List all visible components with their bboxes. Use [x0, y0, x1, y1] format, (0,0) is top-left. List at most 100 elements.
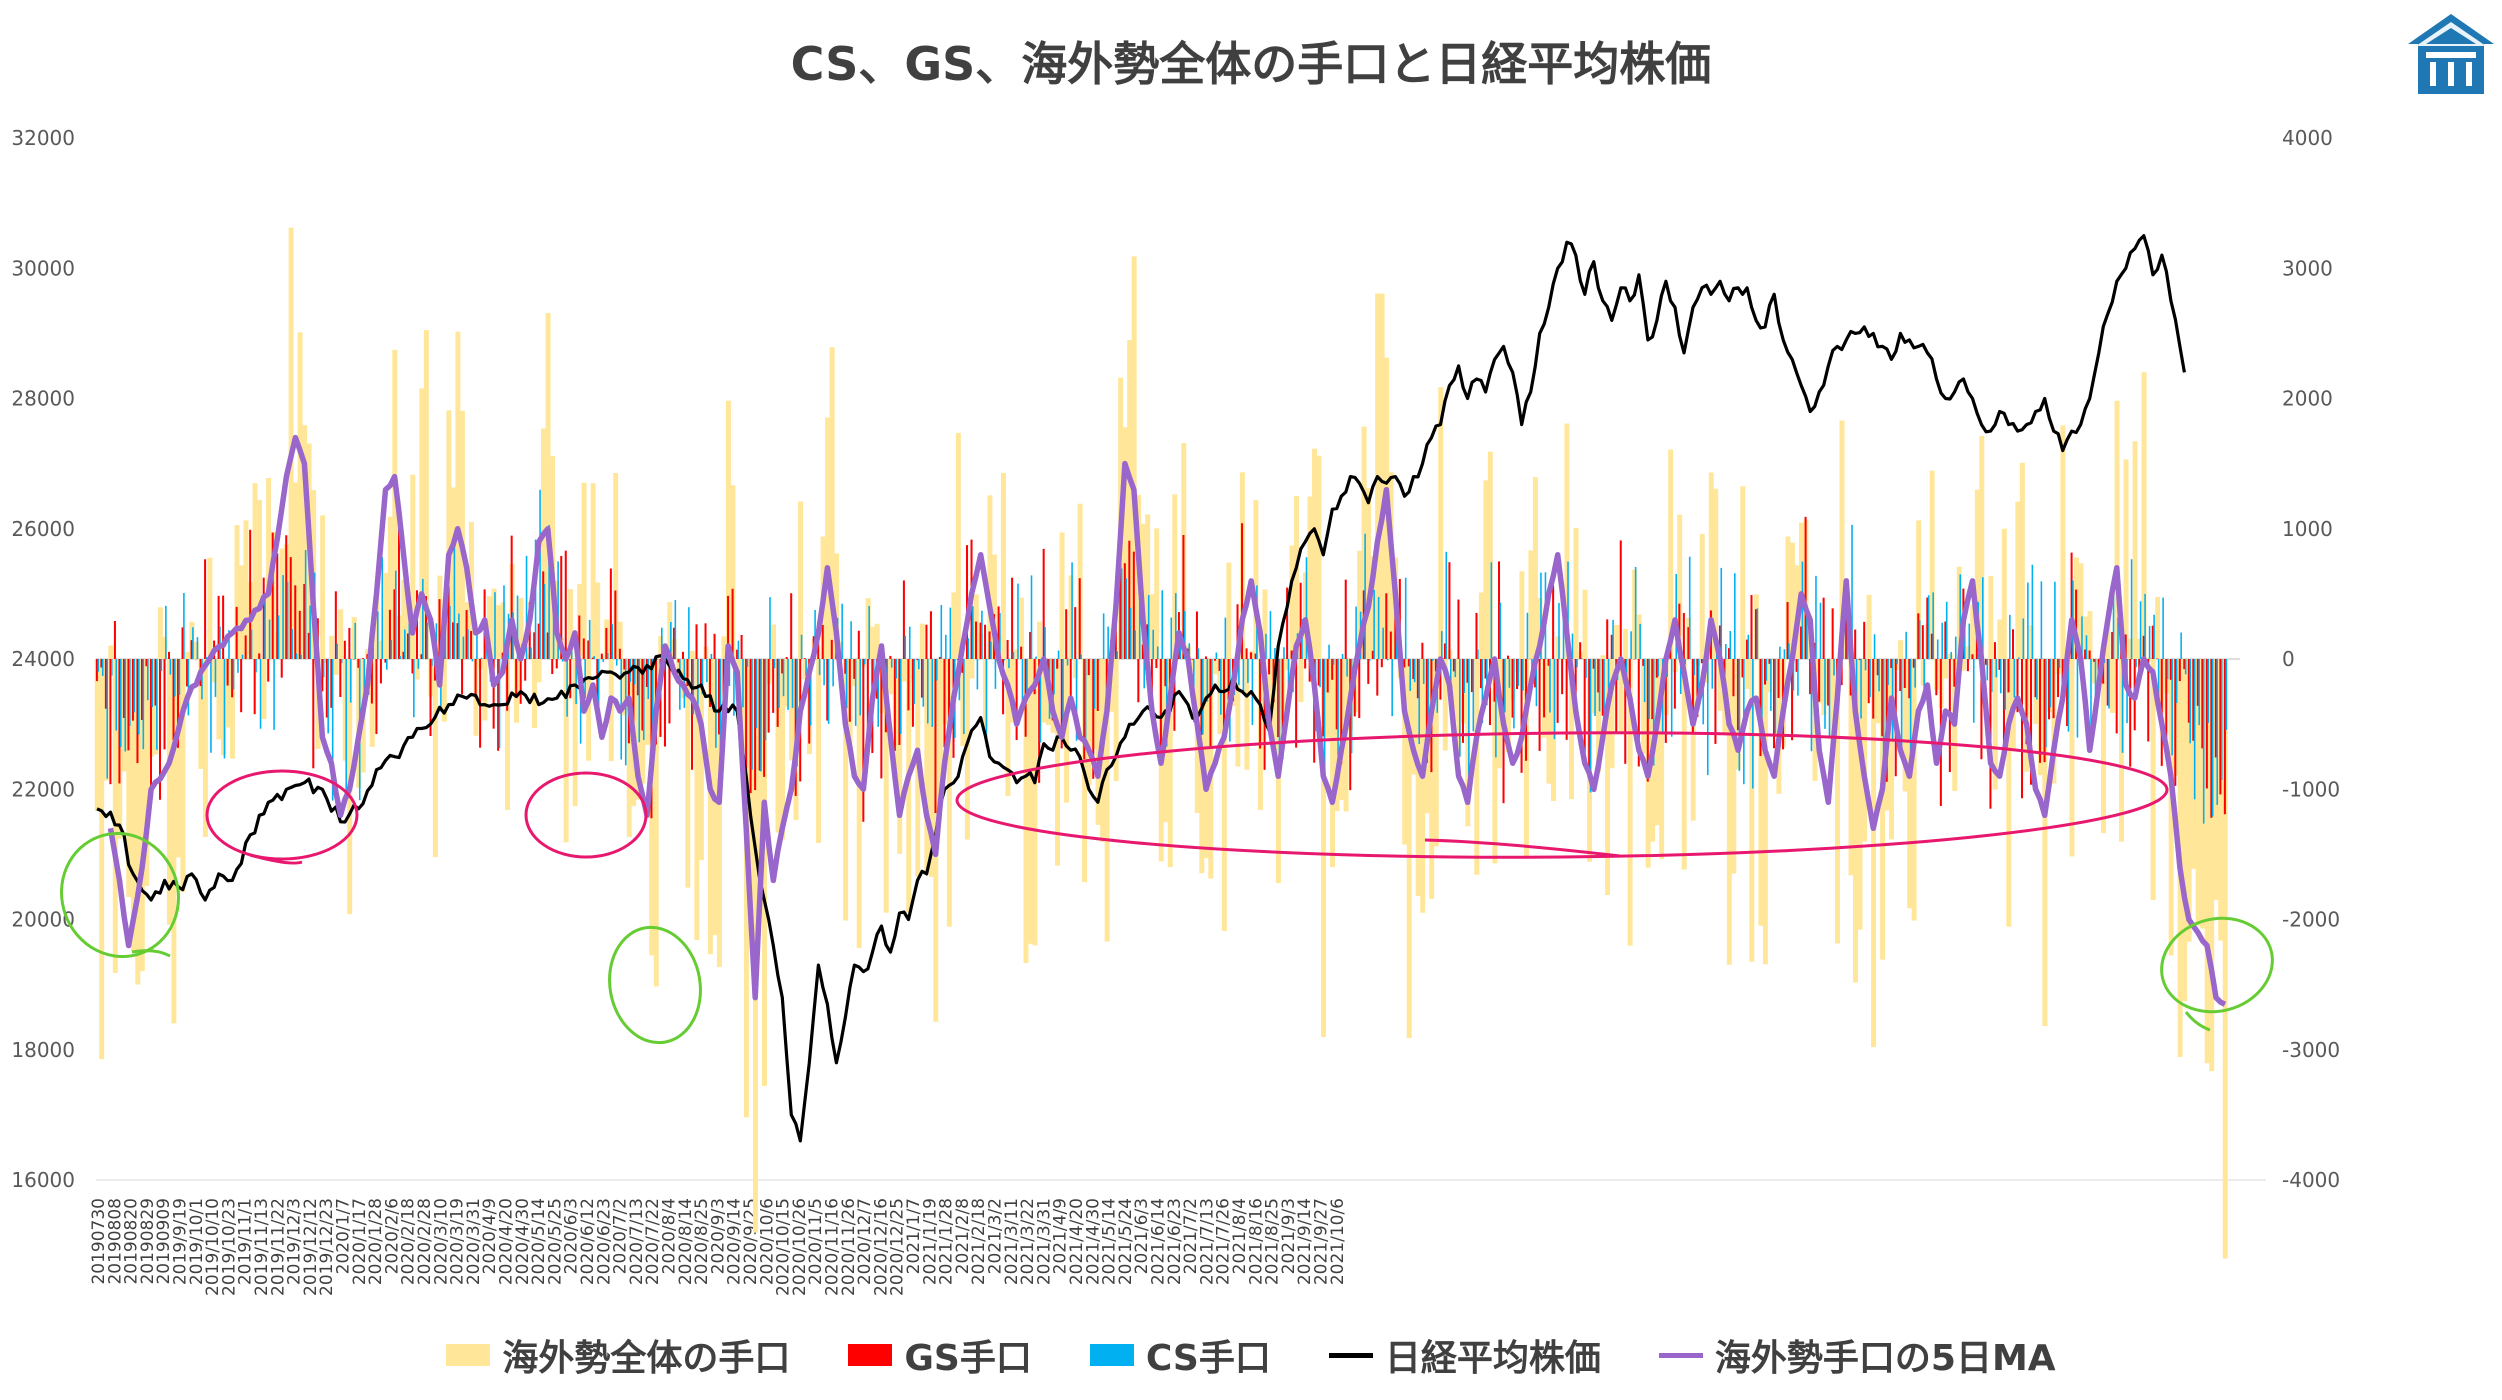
bar-gs	[2214, 659, 2217, 758]
bar-gs	[2187, 659, 2190, 723]
bar-cs	[2193, 659, 2196, 800]
x-tick-label: 2020/12/25	[888, 1198, 908, 1296]
bar-cs	[606, 652, 609, 659]
bar-gs	[127, 659, 130, 751]
bar-cs	[548, 524, 550, 659]
bar-overall	[1668, 449, 1674, 659]
bar-overall	[1438, 387, 1444, 659]
right-axis-tick-label: 2000	[2282, 387, 2333, 411]
bar-cs	[845, 659, 848, 709]
bar-overall	[1528, 550, 1534, 659]
bar-gs	[456, 623, 459, 659]
bar-cs	[1648, 659, 1650, 719]
bar-overall	[1609, 659, 1615, 769]
bar-gs	[1606, 619, 1609, 659]
bar-cs	[1936, 639, 1939, 659]
bar-overall	[874, 623, 880, 659]
bar-gs	[1029, 631, 1032, 659]
bar-gs	[271, 532, 274, 659]
bar-gs	[569, 659, 572, 699]
bar-cs	[1422, 659, 1425, 684]
x-tick-label: 2019/11/1	[236, 1198, 256, 1285]
bar-gs	[172, 659, 175, 740]
bar-cs	[1427, 659, 1430, 724]
bar-cs	[561, 659, 564, 662]
bar-cs	[1945, 601, 1948, 659]
bar-gs	[1452, 659, 1455, 672]
bar-cs	[624, 659, 627, 766]
bar-overall	[685, 659, 691, 888]
bar-gs	[294, 585, 297, 659]
bar-cs	[818, 659, 821, 676]
left-axis-tick-label: 30000	[11, 256, 75, 280]
bar-overall	[1167, 659, 1173, 868]
bar-cs	[868, 606, 870, 659]
bar-cs	[2094, 659, 2097, 708]
annotation-pink-circle	[205, 769, 359, 861]
bar-cs	[2139, 601, 2142, 659]
bar-overall	[1979, 435, 1985, 659]
bar-gs	[1290, 650, 1293, 659]
bar-cs	[1882, 659, 1885, 774]
bar-gs	[118, 659, 121, 784]
bar-gs	[668, 659, 671, 724]
bar-cs	[2148, 625, 2151, 659]
bar-gs	[298, 610, 301, 659]
bar-overall	[1294, 495, 1299, 659]
bar-gs	[2002, 659, 2005, 757]
bar-gs	[447, 586, 450, 659]
bar-cs	[764, 659, 767, 741]
bar-gs	[1277, 659, 1280, 738]
bar-gs	[2075, 589, 2078, 659]
bar-gs	[1809, 659, 1812, 695]
bar-cs	[742, 659, 744, 708]
bar-cs	[1440, 631, 1443, 659]
x-tick-label: 2020/11/16	[823, 1198, 843, 1296]
bar-cs	[615, 659, 618, 666]
bar-overall	[2146, 657, 2152, 659]
bar-cs	[178, 659, 181, 696]
bar-gs	[1831, 608, 1834, 659]
bar-cs	[1720, 567, 1723, 659]
x-tick-label: 2020/2/6	[382, 1198, 402, 1274]
bar-gs	[1281, 659, 1284, 760]
bar-overall	[1853, 659, 1859, 983]
bar-gs	[2048, 659, 2051, 720]
bar-gs	[1754, 609, 1758, 659]
bar-gs	[1222, 659, 1226, 729]
bar-cs	[1008, 659, 1010, 669]
bar-cs	[1873, 634, 1876, 659]
bar-cs	[2112, 596, 2115, 659]
bar-overall	[1569, 659, 1574, 800]
bar-gs	[2043, 659, 2046, 763]
bar-overall	[482, 659, 488, 721]
bar-overall	[1226, 562, 1232, 659]
bar-cs	[390, 639, 393, 659]
bar-overall	[329, 635, 335, 659]
bar-overall	[2191, 659, 2197, 869]
bar-overall	[698, 659, 704, 861]
bar-gs	[1903, 659, 1906, 688]
bar-gs	[1741, 659, 1744, 678]
bar-gs	[709, 659, 712, 708]
bar-overall	[2182, 659, 2188, 1002]
bar-gs	[880, 659, 883, 779]
bar-cs	[927, 659, 929, 724]
right-axis-tick-label: -3000	[2282, 1038, 2340, 1062]
bar-cs	[1030, 575, 1033, 659]
bar-overall	[1442, 659, 1448, 751]
bar-overall	[1974, 489, 1980, 659]
bar-gs	[763, 659, 766, 777]
bar-gs	[325, 659, 328, 718]
bar-cs	[1747, 634, 1750, 659]
bar-gs	[190, 640, 193, 659]
bar-overall	[374, 590, 380, 659]
bar-gs	[1074, 607, 1077, 659]
bar-cs	[210, 659, 212, 753]
bar-overall	[94, 659, 100, 811]
bar-overall	[2110, 659, 2115, 713]
bar-overall	[545, 313, 551, 659]
bar-overall	[955, 432, 961, 659]
bar-cs	[931, 659, 934, 727]
bar-overall	[1636, 614, 1642, 659]
